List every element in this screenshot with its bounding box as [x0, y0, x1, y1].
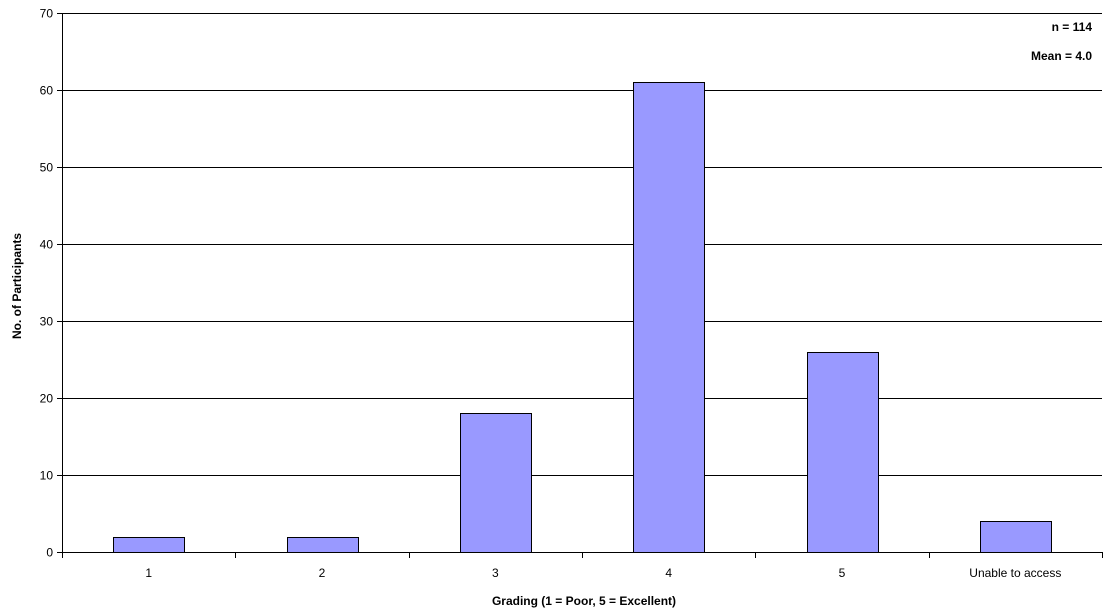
y-tick-label: 0: [46, 546, 53, 560]
y-tick-label: 10: [40, 469, 54, 483]
x-tick-label: 1: [145, 566, 152, 580]
y-tick-label: 40: [40, 238, 54, 252]
gridlines: [62, 13, 1102, 476]
y-tick-label: 60: [40, 84, 54, 98]
axes: [57, 13, 1103, 558]
bar-3: [460, 413, 532, 553]
x-tick-label: Unable to access: [969, 566, 1061, 580]
bars: [113, 82, 1052, 553]
y-tick-label: 70: [40, 7, 54, 21]
mean-annotation: Mean = 4.0: [1031, 49, 1092, 63]
bar-4: [633, 82, 705, 553]
y-axis-title: No. of Participants: [10, 233, 24, 339]
x-tick-label: 3: [492, 566, 499, 580]
x-tick-label: 2: [319, 566, 326, 580]
bar-1: [113, 537, 185, 553]
x-tick-label: 5: [839, 566, 846, 580]
sample-size-annotation: n = 114: [1052, 20, 1093, 34]
y-tick-labels: 0 10 20 30 40 50 60 70: [40, 7, 54, 560]
x-tick-label: 4: [665, 566, 672, 580]
x-tick-labels: 1 2 3 4 5 Unable to access: [145, 566, 1061, 580]
x-axis-title: Grading (1 = Poor, 5 = Excellent): [492, 594, 676, 608]
bar-5: [807, 352, 879, 553]
bar-unable-to-access: [980, 521, 1052, 553]
y-tick-label: 20: [40, 392, 54, 406]
y-tick-label: 50: [40, 161, 54, 175]
bar-2: [287, 537, 359, 553]
y-tick-label: 30: [40, 315, 54, 329]
